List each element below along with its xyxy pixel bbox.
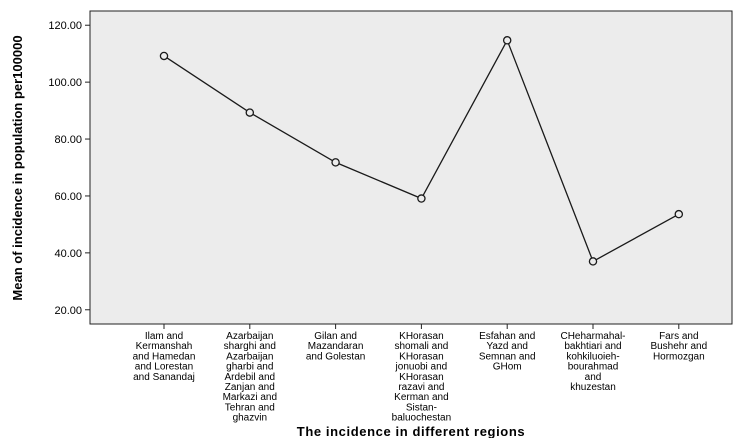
- x-tick-label: Fars and Bushehr and Hormozgan: [650, 331, 707, 362]
- x-axis-title: The incidence in different regions: [297, 424, 525, 438]
- data-point: [159, 51, 169, 61]
- data-point: [245, 108, 255, 117]
- y-axis-title: Mean of incidence in population per10000…: [10, 35, 25, 300]
- x-tick-label: Esfahan and Yazd and Semnan and GHom: [479, 331, 536, 373]
- x-tick-label: KHorasan shomali and KHorasan jonuobi and KH…: [392, 331, 452, 424]
- data-point: [417, 194, 426, 203]
- data-point: [674, 209, 684, 219]
- y-tick-label: 80.00: [54, 134, 82, 146]
- y-tick-label: 60.00: [54, 191, 82, 203]
- y-axis: 20.00 40.00 60.00 80.00 100.00 120.00: [48, 20, 90, 317]
- x-tick-label: Gilan and Mazandaran and Golestan: [306, 331, 366, 362]
- data-point: [331, 158, 340, 167]
- x-tick-label: CHeharmahal-bakhtiari and kohkiluoieh-bou…: [560, 331, 625, 393]
- data-point: [588, 257, 598, 266]
- plot-area: [89, 10, 733, 325]
- y-tick-label: 120.00: [48, 20, 82, 32]
- y-tick-label: 100.00: [48, 77, 82, 89]
- x-tick-label: Ilam and Kermanshah and Hamedan and Loresta…: [133, 331, 196, 383]
- y-tick-label: 20.00: [54, 305, 82, 317]
- x-tick-label: Azarbaijan sharghi and Azarbaijan gharbi an…: [223, 331, 277, 424]
- data-point: [502, 36, 512, 45]
- x-axis: Ilam and Kermanshah and Hamedan and Loresta…: [133, 324, 707, 424]
- data-points: [159, 36, 684, 266]
- y-tick-label: 40.00: [54, 248, 82, 260]
